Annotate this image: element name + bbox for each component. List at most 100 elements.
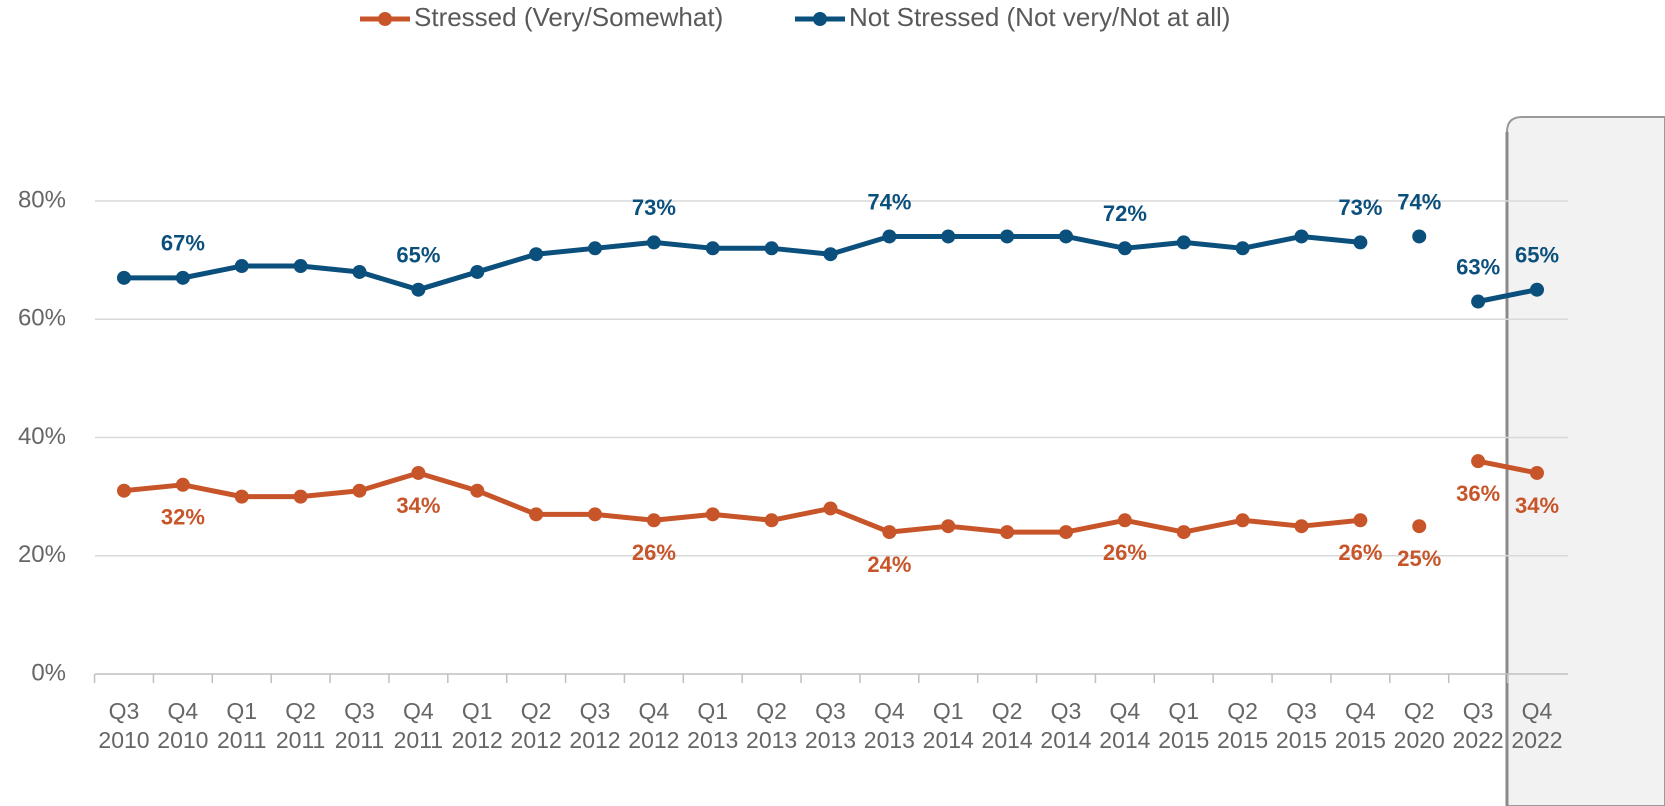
data-point <box>1176 235 1191 250</box>
data-label: 73% <box>1338 195 1382 220</box>
x-tick-label: Q3 2013 <box>804 698 857 753</box>
data-point <box>1235 513 1250 528</box>
data-label: 34% <box>396 493 440 518</box>
data-point <box>588 241 602 256</box>
legend-marker <box>813 12 827 26</box>
x-tick-label: Q2 2011 <box>275 698 326 753</box>
data-point <box>117 270 131 285</box>
y-tick-label: 80% <box>18 186 66 213</box>
x-tick-label: Q3 2010 <box>98 698 150 753</box>
data-label: 32% <box>161 505 205 530</box>
data-point <box>1117 513 1132 528</box>
x-tick-label: Q1 2014 <box>922 698 974 753</box>
data-label: 26% <box>1338 540 1382 565</box>
x-tick-label: Q2 2012 <box>510 698 562 753</box>
data-label: 65% <box>396 243 440 268</box>
data-point <box>941 229 956 244</box>
data-label: 34% <box>1515 493 1559 518</box>
x-tick-label: Q4 2015 <box>1334 698 1386 753</box>
series-line <box>1477 287 1538 304</box>
data-point <box>588 507 602 522</box>
data-point <box>941 519 956 534</box>
data-point <box>352 483 367 498</box>
data-point <box>470 483 485 498</box>
y-tick-label: 0% <box>31 659 66 686</box>
data-point <box>1176 525 1191 540</box>
data-point <box>1471 454 1486 469</box>
data-point <box>234 489 249 504</box>
data-point <box>1059 229 1073 244</box>
data-point <box>293 259 308 274</box>
x-tick-label: Q3 2011 <box>334 698 385 753</box>
data-label: 74% <box>867 189 911 214</box>
data-point <box>175 270 190 285</box>
data-point <box>1059 525 1073 540</box>
data-point <box>529 247 544 262</box>
data-point <box>705 507 720 522</box>
data-point <box>1412 229 1427 244</box>
data-point <box>293 489 308 504</box>
data-label: 74% <box>1397 189 1441 214</box>
x-tick-label: Q3 2022 <box>1452 698 1504 753</box>
data-point <box>1412 519 1427 534</box>
data-label: 67% <box>161 231 205 256</box>
x-tick-label: Q1 2011 <box>217 698 267 753</box>
legend-marker <box>378 12 392 26</box>
data-point <box>1294 229 1309 244</box>
data-point <box>352 264 367 279</box>
data-label: 26% <box>1103 540 1147 565</box>
data-point <box>764 513 779 528</box>
y-tick-label: 20% <box>18 541 66 568</box>
highlight-panel <box>1506 116 1665 806</box>
x-tick-label: Q4 2010 <box>157 698 209 753</box>
data-point <box>1000 525 1015 540</box>
data-point <box>1530 282 1544 297</box>
x-tick-label: Q2 2014 <box>981 698 1033 753</box>
data-label: 25% <box>1397 546 1441 571</box>
data-point <box>882 229 897 244</box>
data-point <box>1000 229 1015 244</box>
y-tick-label: 40% <box>18 423 66 450</box>
data-point <box>646 513 661 528</box>
x-tick-label: Q4 2014 <box>1099 698 1151 753</box>
data-point <box>705 241 720 256</box>
x-tick-label: Q1 2012 <box>451 698 503 753</box>
data-label: 72% <box>1103 201 1147 226</box>
x-tick-label: Q4 2013 <box>863 698 915 753</box>
legend-label: Not Stressed (Not very/Not at all) <box>849 2 1230 32</box>
data-point <box>470 264 485 279</box>
data-point <box>646 235 661 250</box>
data-label: 26% <box>632 540 676 565</box>
data-label: 36% <box>1456 481 1500 506</box>
x-tick-label: Q3 2012 <box>569 698 621 753</box>
data-point <box>1117 241 1132 256</box>
data-point <box>1471 294 1486 309</box>
data-label: 73% <box>632 195 676 220</box>
data-point <box>234 259 249 274</box>
x-tick-label: Q3 2015 <box>1275 698 1328 753</box>
x-tick-label: Q2 2020 <box>1393 698 1445 753</box>
series-line <box>1477 458 1538 476</box>
data-point <box>411 282 426 297</box>
x-tick-label: Q4 2012 <box>628 698 680 753</box>
legend-label: Stressed (Very/Somewhat) <box>414 2 723 32</box>
data-point <box>1530 465 1544 480</box>
data-point <box>529 507 544 522</box>
x-tick-label: Q3 2014 <box>1040 698 1092 753</box>
series-line <box>123 470 1361 535</box>
x-tick-label: Q4 2011 <box>393 698 444 753</box>
data-point <box>1353 513 1368 528</box>
data-label: 24% <box>867 552 911 577</box>
data-point <box>882 525 897 540</box>
x-tick-label: Q2 2013 <box>746 698 798 753</box>
data-point <box>823 247 838 262</box>
data-label: 63% <box>1456 254 1500 279</box>
data-point <box>823 501 838 516</box>
data-point <box>1235 241 1250 256</box>
x-tick-label: Q4 2022 <box>1511 698 1563 753</box>
data-label: 65% <box>1515 243 1559 268</box>
x-tick-label: Q1 2013 <box>687 698 739 753</box>
y-tick-label: 60% <box>18 305 66 332</box>
series-line <box>124 233 1361 293</box>
